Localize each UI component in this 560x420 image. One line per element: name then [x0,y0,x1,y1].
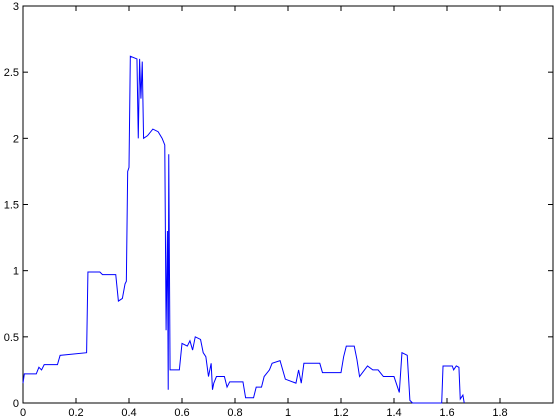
x-tick-label: 0 [20,407,26,419]
y-tick-label: 2 [13,133,19,145]
x-tick-label: 1.4 [386,407,401,419]
x-tick-label: 0.8 [227,407,242,419]
y-tick-label: 0.5 [4,332,19,344]
x-tick-label: 0.4 [121,407,136,419]
x-tick-label: 1 [285,407,291,419]
x-tick-label: 1.8 [492,407,507,419]
x-tick-label: 0.2 [68,407,83,419]
plot-area [22,5,554,404]
y-tick-label: 0 [13,398,19,410]
x-tick-label: 1.2 [333,407,348,419]
line [22,55,465,404]
y-tick-label: 2.5 [4,67,19,79]
x-tick-label: 1.6 [439,407,454,419]
y-tick-label: 3 [13,1,19,13]
y-tick-label: 1.5 [4,200,19,212]
y-tick-label: 1 [13,266,19,278]
x-tick-label: 0.6 [174,407,189,419]
